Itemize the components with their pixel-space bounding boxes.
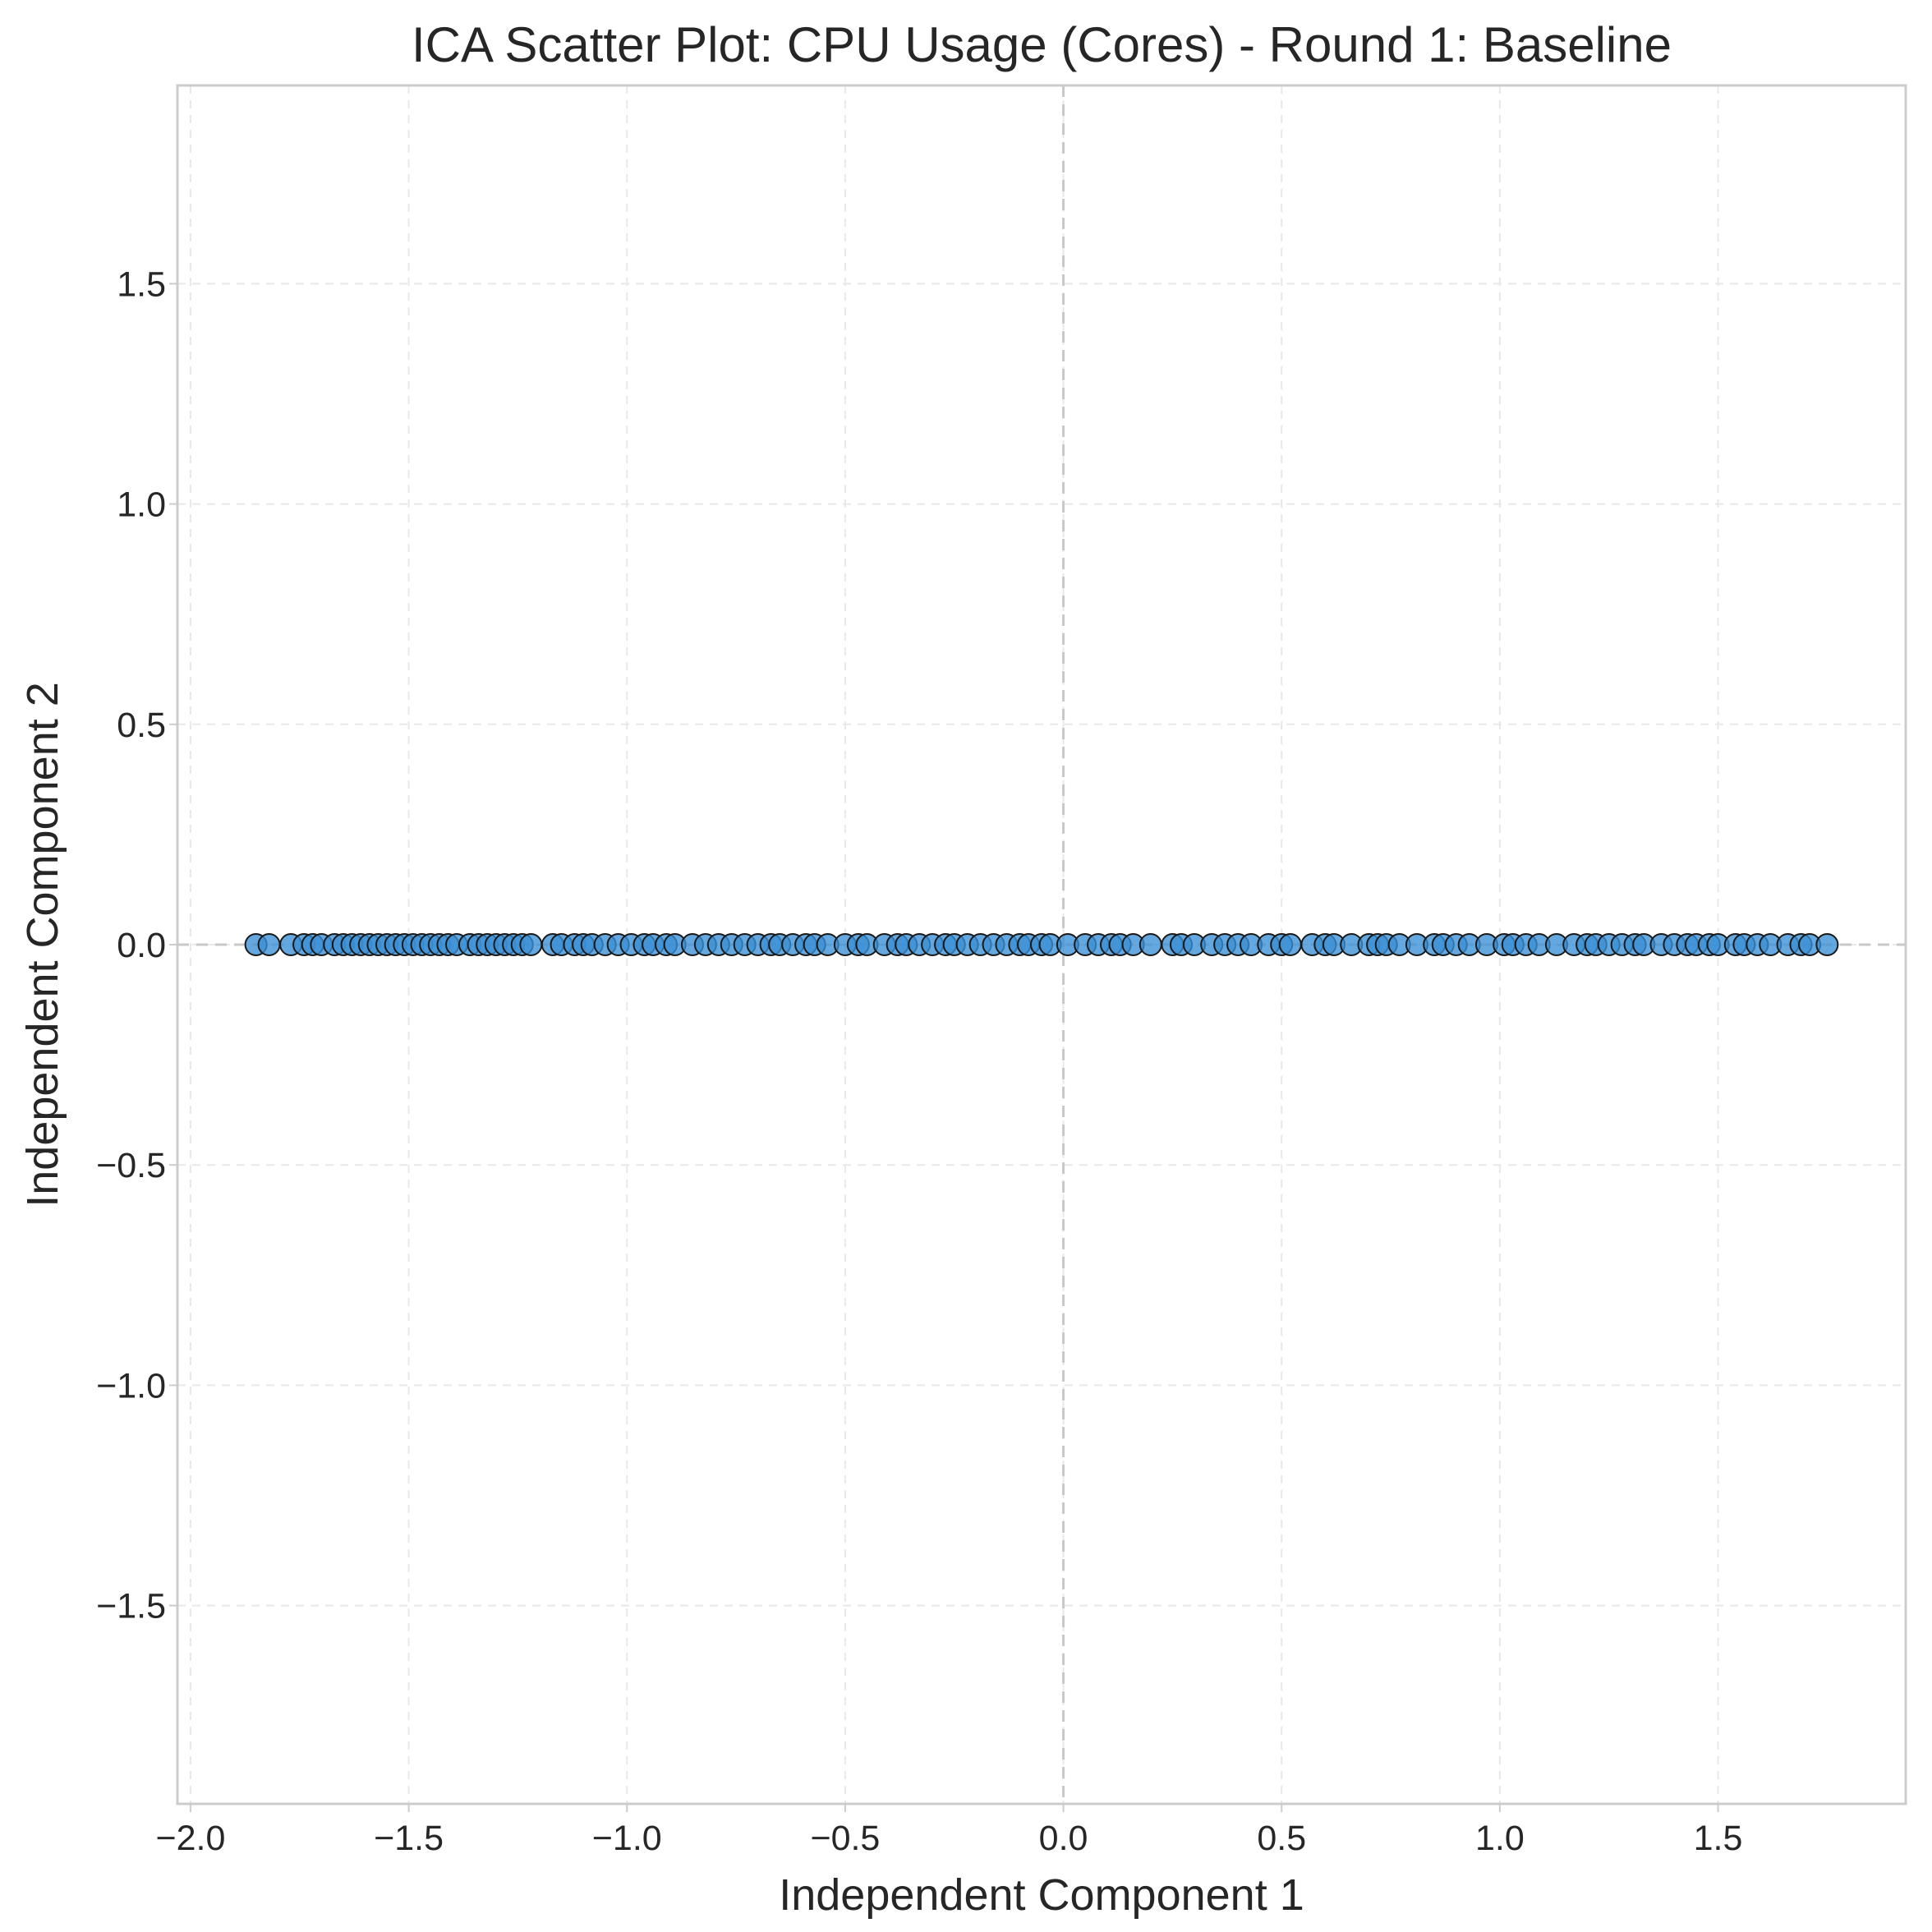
x-tick-label: 1.0 — [1475, 1819, 1525, 1858]
chart-title: ICA Scatter Plot: CPU Usage (Cores) - Ro… — [412, 17, 1672, 72]
scatter-point — [1278, 933, 1302, 956]
x-tick-label: 1.5 — [1694, 1819, 1743, 1858]
y-tick-label: 0.0 — [117, 926, 166, 965]
x-tick-label: −1.0 — [592, 1819, 662, 1858]
x-tick-label: −0.5 — [810, 1819, 880, 1858]
data-points — [244, 933, 1839, 956]
x-tick-label: 0.5 — [1257, 1819, 1306, 1858]
x-tick-label: 0.0 — [1039, 1819, 1088, 1858]
scatter-point — [257, 933, 281, 956]
ticks: −2.0 −1.5 −1.0 −0.5 0.0 0.5 1.0 1.5 1.5 1.0 0.5 0.0… — [96, 264, 1742, 1858]
y-tick-label: 1.5 — [117, 264, 166, 304]
y-tick-label: −0.5 — [96, 1146, 166, 1185]
y-tick-label: 0.5 — [117, 706, 166, 745]
scatter-point — [519, 933, 543, 956]
scatter-point — [1138, 933, 1162, 956]
scatter-point — [1815, 933, 1839, 956]
y-axis-label: Independent Component 2 — [18, 682, 67, 1208]
x-tick-label: −1.5 — [374, 1819, 444, 1858]
x-axis-label: Independent Component 1 — [779, 1870, 1304, 1920]
x-tick-label: −2.0 — [155, 1819, 225, 1858]
y-tick-label: −1.5 — [96, 1587, 166, 1626]
y-tick-label: −1.0 — [96, 1366, 166, 1405]
y-tick-label: 1.0 — [117, 485, 166, 525]
